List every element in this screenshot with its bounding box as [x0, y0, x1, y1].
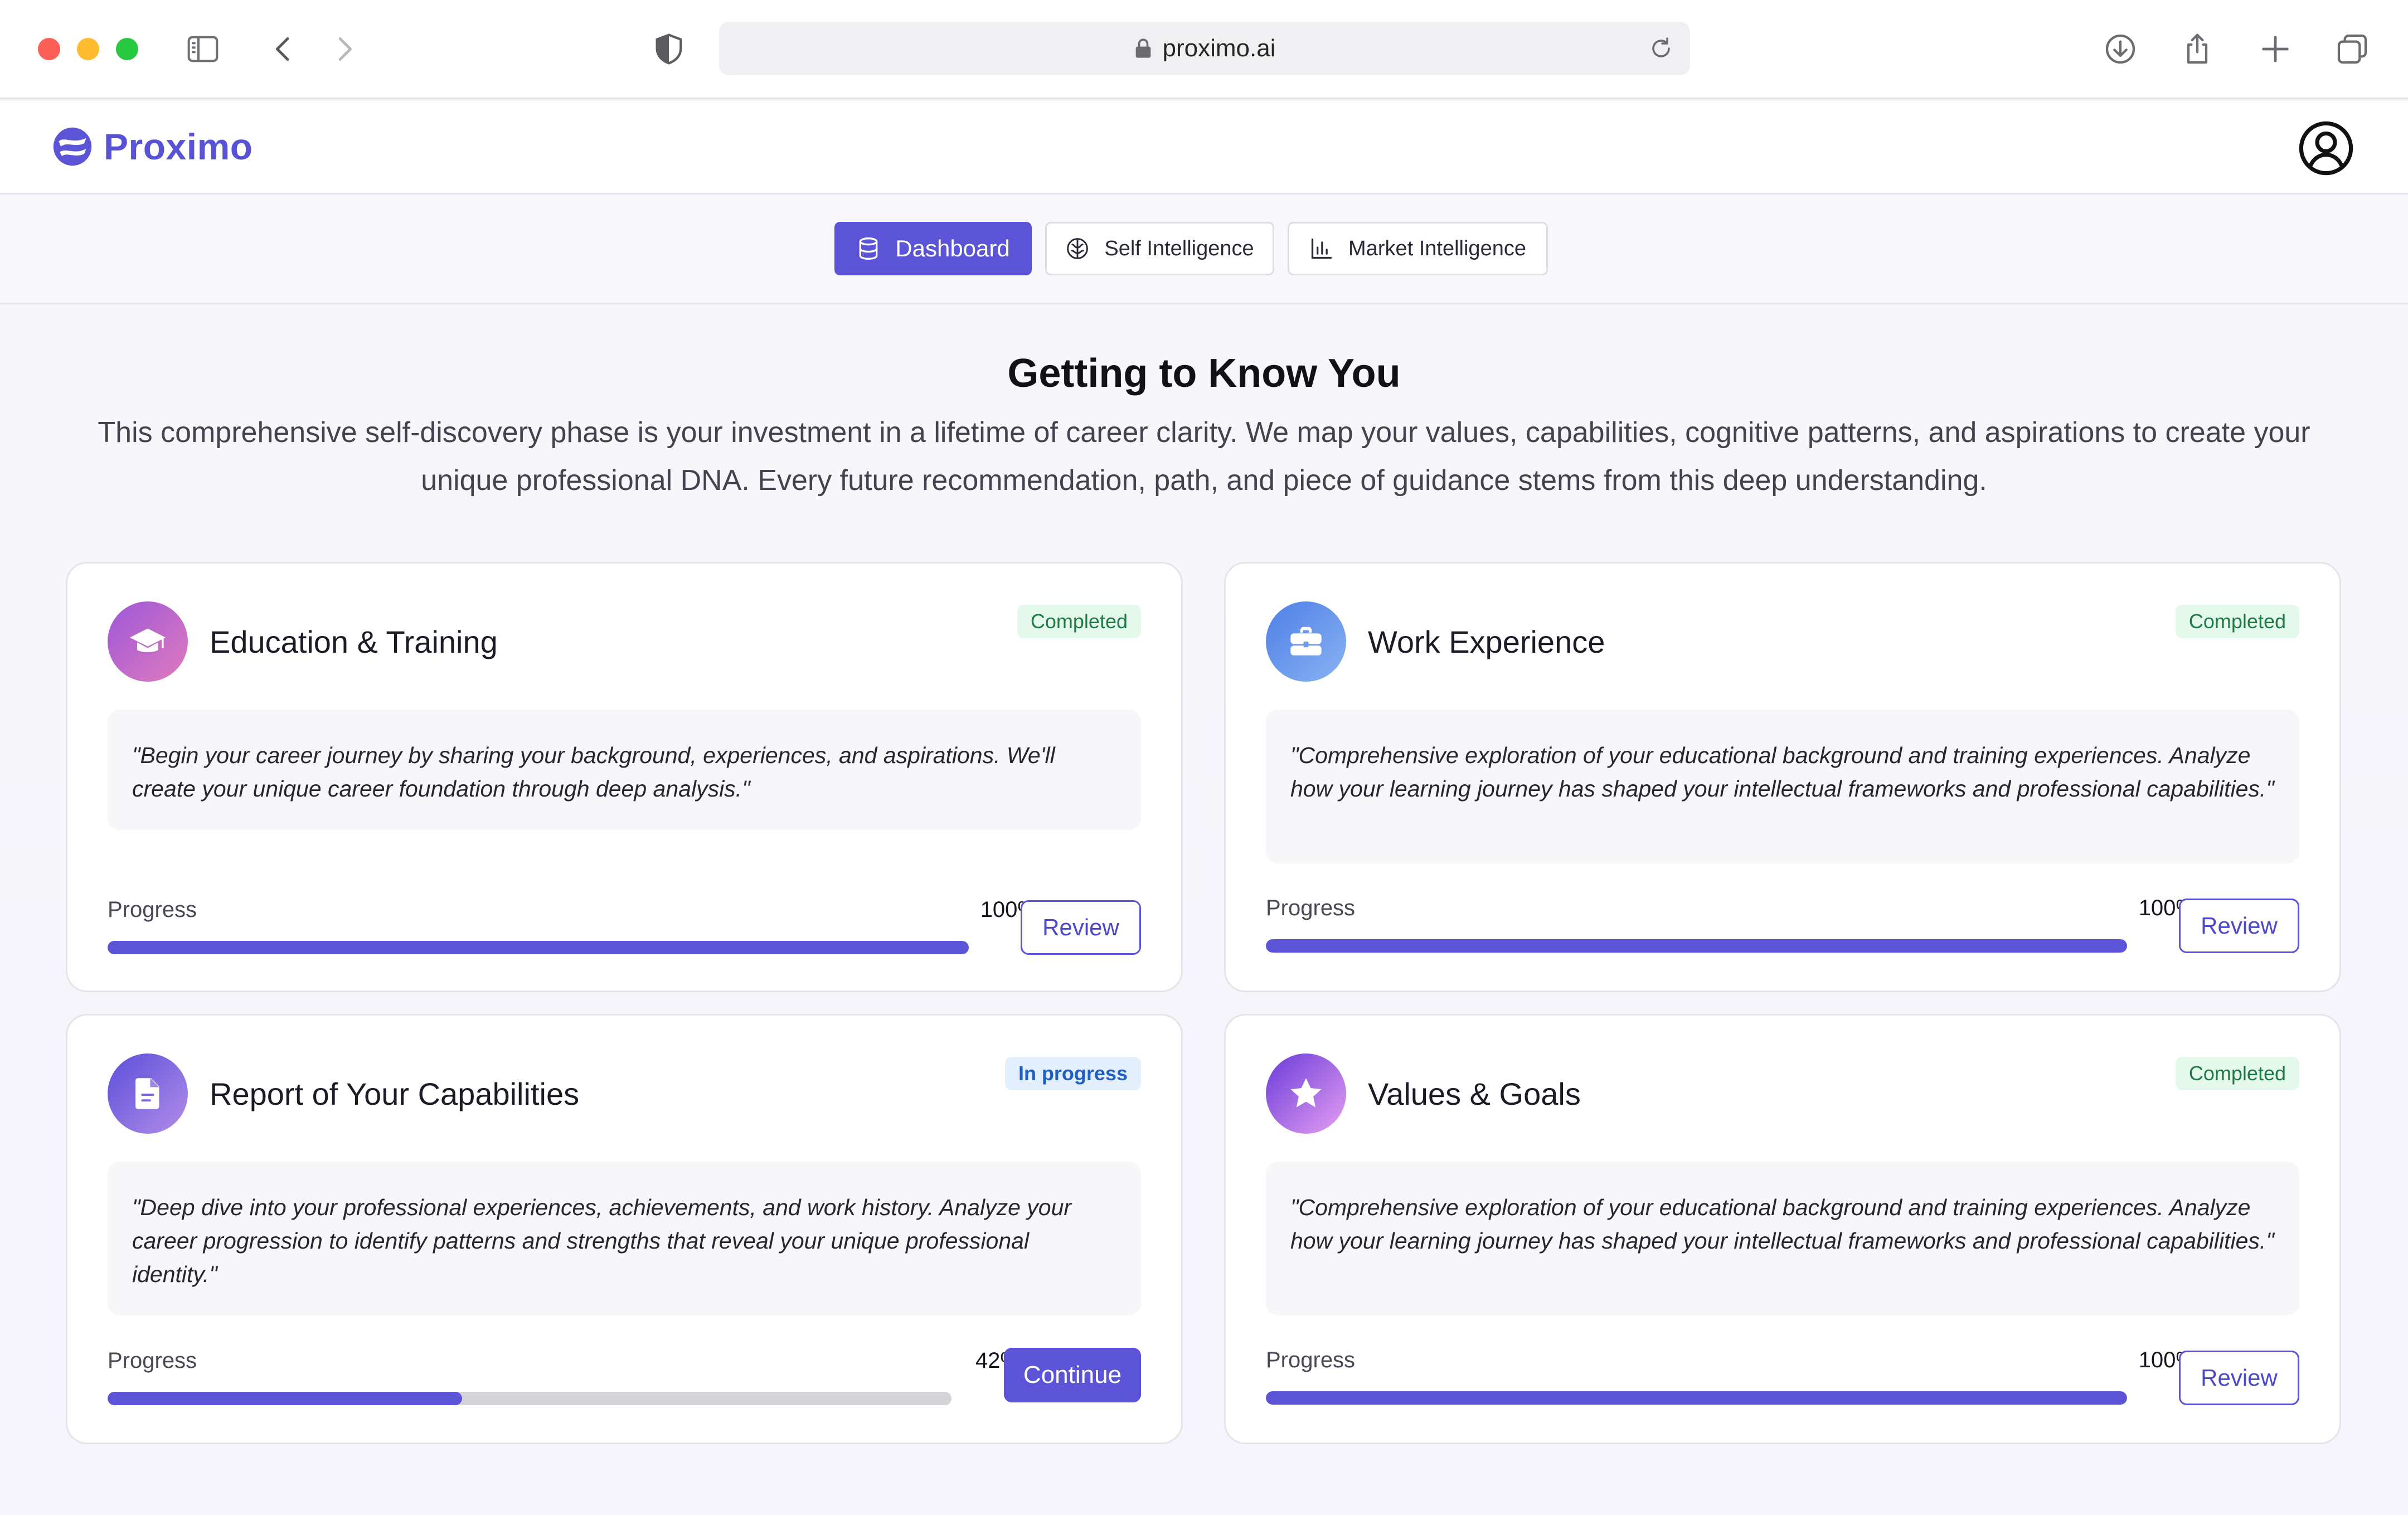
page-title: Getting to Know You — [1007, 351, 1401, 396]
minimize-window-button[interactable] — [77, 38, 99, 60]
tab-market-intelligence-label: Market Intelligence — [1348, 236, 1526, 260]
progress-label: Progress — [1266, 1348, 1356, 1372]
tab-market-intelligence[interactable]: Market Intelligence — [1288, 222, 1548, 275]
main-navigation: Dashboard Self Intelligence Market Intel… — [0, 196, 2408, 304]
url-text: proximo.ai — [1162, 35, 1276, 62]
progress-percent: 42% — [975, 1348, 1020, 1373]
values-goals-card: Values & Goals Completed "Comprehensive … — [1224, 1014, 2341, 1444]
close-window-button[interactable] — [38, 38, 60, 60]
progress-bar-fill — [1266, 939, 2127, 953]
card-description: "Comprehensive exploration of your educa… — [1266, 1162, 2299, 1315]
progress-label: Progress — [1266, 896, 1356, 920]
brand-name: Proximo — [104, 126, 253, 167]
brand-logo[interactable]: Proximo — [51, 125, 253, 168]
downloads-icon[interactable] — [2099, 28, 2142, 70]
review-button[interactable]: Review — [1021, 900, 1141, 955]
graduation-cap-icon — [108, 601, 188, 682]
progress-bar-fill — [108, 941, 969, 954]
lock-icon — [1135, 38, 1150, 58]
address-bar[interactable]: proximo.ai — [719, 22, 1690, 75]
card-title: Report of Your Capabilities — [210, 1076, 580, 1111]
capabilities-report-card: Report of Your Capabilities In progress … — [66, 1014, 1183, 1444]
card-title: Work Experience — [1368, 624, 1605, 659]
sidebar-toggle-icon[interactable] — [182, 28, 224, 70]
status-badge: Completed — [2175, 605, 2299, 638]
card-title: Education & Training — [210, 624, 498, 659]
progress-bar-fill — [1266, 1391, 2127, 1405]
browser-toolbar: proximo.ai — [0, 0, 2408, 99]
card-title: Values & Goals — [1368, 1076, 1581, 1111]
progress-bar — [1266, 1391, 2127, 1405]
progress-bar-fill — [108, 1392, 462, 1405]
card-description: "Comprehensive exploration of your educa… — [1266, 710, 2299, 863]
continue-button[interactable]: Continue — [1004, 1348, 1141, 1402]
privacy-shield-icon[interactable] — [648, 28, 690, 70]
card-description: "Begin your career journey by sharing yo… — [108, 710, 1141, 830]
review-button[interactable]: Review — [2179, 1351, 2299, 1405]
progress-bar — [108, 941, 969, 954]
user-account-icon[interactable] — [2298, 120, 2354, 177]
progress-bar — [108, 1392, 951, 1405]
status-badge: In progress — [1004, 1057, 1141, 1090]
app-header: Proximo — [0, 101, 2408, 195]
back-icon[interactable] — [262, 28, 304, 70]
tab-self-intelligence[interactable]: Self Intelligence — [1045, 222, 1274, 275]
star-icon — [1266, 1053, 1346, 1134]
maximize-window-button[interactable] — [116, 38, 138, 60]
progress-label: Progress — [108, 897, 197, 922]
bar-chart-icon — [1311, 238, 1332, 259]
tab-dashboard-label: Dashboard — [895, 235, 1010, 261]
tab-overview-icon[interactable] — [2331, 28, 2373, 70]
review-button[interactable]: Review — [2179, 899, 2299, 953]
briefcase-icon — [1266, 601, 1346, 682]
new-tab-icon[interactable] — [2254, 28, 2297, 70]
document-icon — [108, 1053, 188, 1134]
reload-icon[interactable] — [1648, 35, 1674, 62]
proximo-logo-icon — [53, 127, 92, 166]
brain-icon — [1067, 238, 1089, 259]
card-description: "Deep dive into your professional experi… — [108, 1162, 1141, 1315]
status-badge: Completed — [1017, 605, 1141, 638]
progress-label: Progress — [108, 1348, 197, 1373]
progress-bar — [1266, 939, 2127, 953]
status-badge: Completed — [2175, 1057, 2299, 1090]
dashboard-content: Getting to Know You This comprehensive s… — [0, 306, 2408, 1515]
page-subtitle: This comprehensive self-discovery phase … — [98, 416, 2310, 497]
work-experience-card: Work Experience Completed "Comprehensive… — [1224, 562, 2341, 992]
share-icon[interactable] — [2176, 28, 2218, 70]
forward-icon[interactable] — [323, 28, 366, 70]
database-icon — [859, 237, 878, 260]
tab-self-intelligence-label: Self Intelligence — [1104, 236, 1254, 260]
education-training-card: Education & Training Completed "Begin yo… — [66, 562, 1183, 992]
tab-dashboard[interactable]: Dashboard — [834, 222, 1032, 275]
